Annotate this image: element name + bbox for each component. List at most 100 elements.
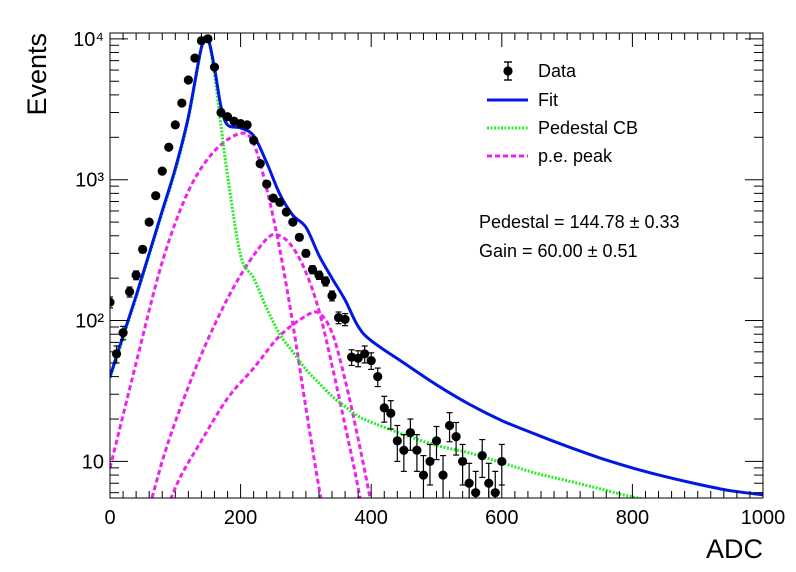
data-point <box>366 352 376 371</box>
data-point <box>490 470 500 498</box>
data-point-marker <box>314 270 324 280</box>
x-tick-label: 400 <box>355 507 388 529</box>
data-point-marker <box>386 408 396 418</box>
data-point-marker <box>209 62 220 72</box>
gain-annotation: Gain = 60.00 ± 0.51 <box>479 241 638 261</box>
pe-peak-curve-3 <box>169 310 372 498</box>
data-point <box>314 270 324 280</box>
y-tick-label: 10³ <box>75 170 104 192</box>
data-point-marker <box>320 276 331 286</box>
data-point-marker <box>392 436 402 446</box>
y-tick-label: 10 <box>82 451 104 473</box>
data-point <box>464 462 474 498</box>
data-point <box>484 462 494 498</box>
fit-curve <box>110 35 763 497</box>
y-tick-label: 10⁴ <box>73 29 104 51</box>
data-point <box>157 166 167 176</box>
data-point <box>177 98 187 108</box>
data-point <box>268 193 278 203</box>
data-point-marker <box>268 193 278 203</box>
data-point-marker <box>151 191 161 201</box>
data-point <box>431 425 442 461</box>
data-point <box>471 470 481 498</box>
data-point <box>138 244 148 255</box>
data-point <box>294 232 304 242</box>
data-point-marker <box>379 403 389 413</box>
legend-label-fit: Fit <box>538 90 558 110</box>
data-point-marker <box>164 142 174 152</box>
data-point <box>340 313 350 327</box>
data-point <box>124 286 135 298</box>
data-point <box>275 197 285 207</box>
legend: Data Fit Pedestal CB p.e. peak <box>487 61 638 166</box>
data-point <box>360 345 370 364</box>
data-point-marker <box>418 470 429 480</box>
data-point <box>110 296 115 309</box>
data-point <box>216 107 226 118</box>
data-point <box>386 400 396 430</box>
data-point <box>222 112 233 122</box>
data-point <box>131 270 141 281</box>
data-point-marker <box>353 353 363 363</box>
data-point-marker <box>405 428 415 438</box>
data-point <box>281 207 291 217</box>
data-point-marker <box>464 478 474 488</box>
data-point <box>164 142 174 152</box>
data-point <box>327 290 337 302</box>
data-point <box>288 217 298 227</box>
data-point-marker <box>255 159 265 169</box>
data-point-marker <box>124 287 135 297</box>
data-point <box>412 434 422 472</box>
data-point <box>392 424 402 463</box>
pedestal-annotation: Pedestal = 144.78 ± 0.33 <box>479 212 680 232</box>
data-point <box>444 412 455 443</box>
data-point <box>262 179 272 189</box>
legend-label-data: Data <box>538 61 577 81</box>
data-point-marker <box>262 179 272 189</box>
pe-peak-curve-2 <box>150 232 362 498</box>
data-point-marker <box>301 248 311 258</box>
data-point-marker <box>399 445 409 455</box>
data-point-marker <box>327 291 337 301</box>
data-point <box>320 276 331 287</box>
legend-label-pedestal: Pedestal CB <box>538 118 638 138</box>
data-point-marker <box>170 120 180 130</box>
data-point-marker <box>294 232 304 242</box>
data-point-marker <box>144 217 154 227</box>
data-point-marker <box>444 420 455 431</box>
data-point <box>425 443 435 486</box>
data-point-marker <box>118 328 128 338</box>
y-axis-label: Events <box>22 33 52 116</box>
data-point-marker <box>131 270 141 280</box>
data-point <box>249 135 259 146</box>
data-point <box>477 438 487 479</box>
data-point <box>183 75 193 85</box>
data-point <box>458 443 468 486</box>
data-point-marker <box>484 478 494 488</box>
data-point-marker <box>190 53 200 63</box>
data-point-marker <box>138 244 148 255</box>
data-point-marker <box>216 107 226 118</box>
data-point <box>255 159 265 169</box>
data-point <box>405 418 415 451</box>
data-point-marker <box>340 314 350 324</box>
data-point-marker <box>242 120 252 130</box>
data-point-marker <box>110 297 115 307</box>
data-point-marker <box>412 445 422 455</box>
legend-label-pe-peak: p.e. peak <box>538 146 613 166</box>
data-point-marker <box>177 98 187 108</box>
data-point-marker <box>366 355 376 366</box>
legend-data-marker <box>503 66 513 76</box>
data-point-marker <box>431 436 442 446</box>
data-point-marker <box>360 349 370 359</box>
data-point <box>144 217 154 227</box>
data-point-marker <box>438 470 448 480</box>
pe-peak-curve-1 <box>110 131 323 498</box>
x-tick-label: 0 <box>104 507 115 529</box>
data-point-marker <box>307 265 318 275</box>
y-tick-label: 10² <box>75 311 104 333</box>
data-point-marker <box>490 488 500 498</box>
data-point <box>399 434 409 472</box>
data-point <box>451 421 461 456</box>
